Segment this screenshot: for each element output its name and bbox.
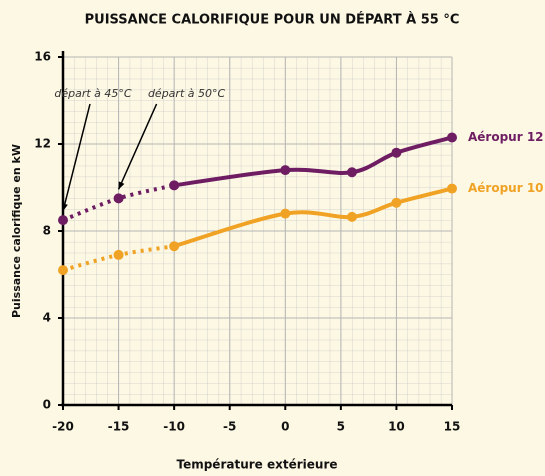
x-axis-label: Température extérieure [176, 458, 337, 472]
point [113, 193, 124, 204]
point [113, 249, 124, 260]
point [169, 241, 180, 252]
legend-label: Aéropur 10 [468, 181, 544, 195]
x-tick-label: 15 [444, 420, 461, 434]
y-tick-label: 8 [43, 224, 51, 238]
point [169, 180, 180, 191]
x-tick-label: -20 [52, 420, 74, 434]
y-axis-label: Puissance calorifique en kW [10, 144, 23, 318]
point [391, 197, 402, 208]
annotation: départ à 45°C [54, 87, 132, 100]
point [58, 215, 68, 226]
x-tick-label: -10 [163, 420, 185, 434]
point [58, 265, 68, 276]
y-tick-label: 16 [34, 50, 51, 64]
annotation: départ à 50°C [148, 87, 226, 100]
point [280, 208, 291, 219]
point [280, 165, 291, 176]
series-line [173, 186, 453, 249]
y-tick-label: 4 [43, 311, 51, 325]
point [391, 147, 402, 158]
point [346, 167, 357, 178]
arrow-head [118, 181, 125, 190]
y-tick-label: 12 [34, 137, 51, 151]
legend-label: Aéropur 12 [468, 130, 544, 144]
x-tick-label: -15 [108, 420, 130, 434]
point [346, 211, 357, 222]
point [447, 183, 457, 194]
arrow-head [61, 203, 68, 212]
point [447, 132, 457, 143]
x-tick-label: -5 [223, 420, 236, 434]
dotted-line [62, 183, 175, 222]
x-tick-label: 5 [337, 420, 345, 434]
y-tick-label: 0 [43, 398, 51, 412]
x-tick-label: 10 [388, 420, 405, 434]
annotation-arrow [62, 103, 91, 212]
x-tick-label: 0 [281, 420, 289, 434]
series-line [173, 135, 453, 188]
annotation-arrow [117, 103, 158, 190]
chart-title: PUISSANCE CALORIFIQUE POUR UN DÉPART À 5… [85, 12, 460, 28]
